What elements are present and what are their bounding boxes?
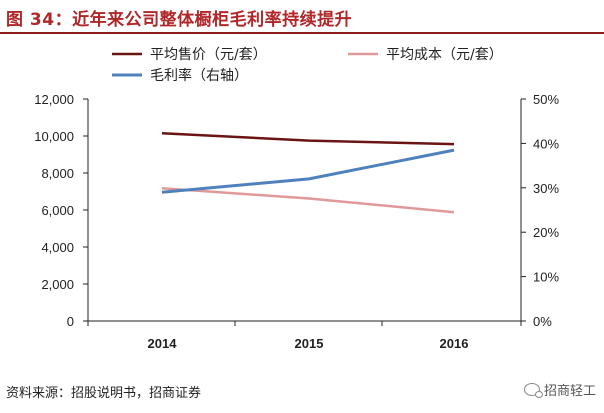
y-tick-label-left: 6,000 [41,203,74,218]
y-tick-label-right: 10% [533,270,559,285]
series-line-1 [161,131,455,146]
wechat-icon [523,383,543,398]
legend-label-3: 毛利率（右轴） [150,67,248,84]
legend-label-1: 平均售价（元/套） [150,47,267,63]
legend-label-2: 平均成本（元/套） [386,47,503,63]
x-tick-label: 2016 [440,336,469,351]
y-tick-label-left: 8,000 [41,166,74,181]
y-tick-label-right: 0% [533,314,552,329]
x-tick-label: 2015 [295,336,324,351]
x-tick-label: 2014 [148,336,178,351]
figure-title: 图 34：近年来公司整体橱柜毛利率持续提升 [6,10,353,30]
y-tick-label-left: 10,000 [34,129,74,144]
line-chart: 0 2,000 4,000 6,000 8,000 10,000 12,000 0% 10% 20… [34,47,559,351]
y-tick-label-right: 30% [533,181,559,196]
y-tick-label-left: 4,000 [41,240,74,255]
watermark-label: 招商轻工 [543,384,596,399]
y-tick-label-left: 2,000 [41,277,74,292]
title-bar: 图 34：近年来公司整体橱柜毛利率持续提升 [0,0,604,34]
series-line-3 [161,148,455,194]
source-note: 资料来源：招股说明书，招商证券 [6,386,202,401]
watermark: 招商轻工 [523,380,596,399]
y-tick-label-right: 50% [533,92,559,107]
y-tick-label-left: 0 [67,314,74,329]
y-tick-label-right: 20% [533,225,559,240]
series-line-2 [161,186,455,214]
y-tick-label-left: 12,000 [34,92,74,107]
y-tick-label-right: 40% [533,136,559,151]
